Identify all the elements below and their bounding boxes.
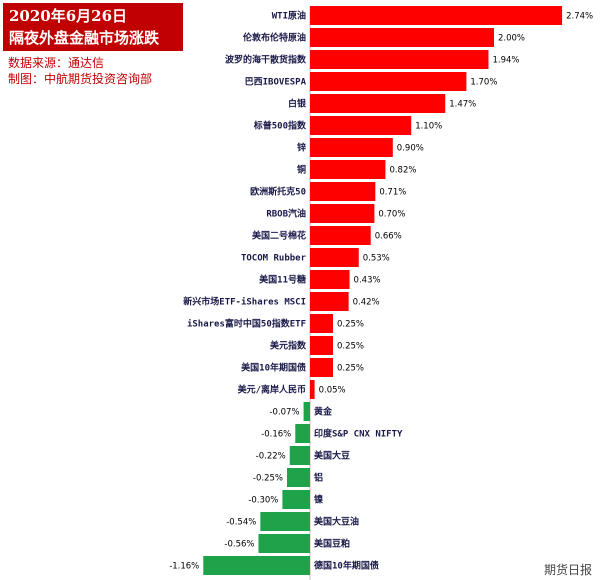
bar bbox=[295, 424, 310, 443]
category-label: 波罗的海干散货指数 bbox=[225, 54, 307, 66]
category-label: WTI原油 bbox=[272, 10, 306, 22]
category-label: TOCOM Rubber bbox=[241, 254, 307, 264]
bar bbox=[310, 182, 376, 201]
value-label: 1.94% bbox=[492, 56, 519, 66]
value-label: 0.53% bbox=[363, 254, 390, 264]
category-label: 铝 bbox=[314, 472, 323, 484]
value-label: 0.25% bbox=[337, 364, 364, 374]
value-label: 1.70% bbox=[470, 78, 497, 88]
category-label: 镍 bbox=[314, 494, 323, 506]
value-label: 0.25% bbox=[337, 320, 364, 330]
category-label: 白银 bbox=[288, 98, 307, 110]
value-label: -0.22% bbox=[256, 452, 286, 462]
category-label: 铜 bbox=[297, 164, 306, 176]
chart-title-box: 2020年6月26日 隔夜外盘金融市场涨跌 bbox=[3, 3, 183, 51]
value-label: 1.10% bbox=[415, 122, 442, 132]
category-label: 美元/离岸人民币 bbox=[238, 384, 306, 396]
category-label: 黄金 bbox=[314, 406, 333, 418]
value-label: -1.16% bbox=[169, 562, 199, 572]
bar bbox=[310, 336, 333, 355]
bar bbox=[310, 380, 315, 399]
value-label: -0.30% bbox=[248, 496, 278, 506]
value-label: -0.25% bbox=[253, 474, 283, 484]
bar bbox=[310, 138, 393, 157]
category-label: 伦敦布伦特原油 bbox=[243, 32, 306, 44]
category-label: 美元指数 bbox=[270, 340, 307, 352]
category-label: RBOB汽油 bbox=[266, 208, 306, 220]
bar bbox=[310, 116, 412, 135]
value-label: 0.90% bbox=[397, 144, 424, 154]
chart-title-date: 2020年6月26日 bbox=[9, 7, 128, 25]
bar bbox=[310, 204, 375, 223]
category-label: 美国11号糖 bbox=[259, 274, 306, 286]
category-label: 新兴市场ETF-iShares MSCI bbox=[183, 296, 306, 308]
bar bbox=[310, 358, 333, 377]
category-label: 标普500指数 bbox=[253, 120, 307, 132]
bar bbox=[260, 512, 310, 531]
category-label: 美国10年期国债 bbox=[241, 362, 306, 374]
value-label: -0.54% bbox=[226, 518, 256, 528]
bar bbox=[310, 226, 371, 245]
bar bbox=[310, 314, 333, 333]
value-label: 0.70% bbox=[378, 210, 405, 220]
bar bbox=[310, 28, 494, 47]
watermark-logo: 期货日报 bbox=[543, 563, 592, 577]
value-label: 0.82% bbox=[389, 166, 416, 176]
data-source-label: 数据来源：通达信 bbox=[8, 56, 105, 70]
category-label: 印度S&P CNX NIFTY bbox=[314, 428, 403, 440]
category-label: 美国二号棉花 bbox=[252, 230, 306, 242]
value-label: 0.05% bbox=[319, 386, 346, 396]
category-label: 美国大豆 bbox=[314, 450, 350, 462]
category-label: 巴西IBOVESPA bbox=[245, 77, 307, 88]
chart-title-main: 隔夜外盘金融市场涨跌 bbox=[9, 29, 160, 47]
category-label: 锌 bbox=[297, 142, 306, 154]
value-label: 0.42% bbox=[353, 298, 380, 308]
value-label: 1.47% bbox=[449, 100, 476, 110]
value-label: 2.00% bbox=[498, 34, 525, 44]
bar bbox=[203, 556, 310, 575]
category-label: 德国10年期国债 bbox=[314, 560, 379, 572]
bar bbox=[310, 292, 349, 311]
bar bbox=[310, 94, 446, 113]
category-label: iShares富时中国50指数ETF bbox=[187, 318, 306, 330]
bar bbox=[287, 468, 310, 487]
bar bbox=[310, 248, 359, 267]
bar bbox=[289, 446, 310, 465]
category-label: 美国大豆油 bbox=[314, 516, 359, 528]
category-label: 欧洲斯托克50 bbox=[250, 186, 306, 198]
value-label: -0.16% bbox=[261, 430, 291, 440]
bar bbox=[310, 270, 350, 289]
value-label: 0.66% bbox=[375, 232, 402, 242]
value-label: 0.71% bbox=[379, 188, 406, 198]
bar bbox=[310, 50, 489, 69]
bar bbox=[282, 490, 310, 509]
chart-maker-label: 制图：中航期货投资咨询部 bbox=[8, 72, 153, 86]
bar bbox=[258, 534, 310, 553]
value-label: 0.43% bbox=[354, 276, 381, 286]
bar bbox=[310, 6, 563, 25]
value-label: -0.07% bbox=[269, 408, 299, 418]
category-label: 美国豆粕 bbox=[314, 538, 350, 550]
bar bbox=[310, 160, 386, 179]
value-label: 0.25% bbox=[337, 342, 364, 352]
value-label: 2.74% bbox=[566, 12, 593, 22]
bar bbox=[303, 402, 310, 421]
value-label: -0.56% bbox=[224, 540, 254, 550]
bar bbox=[310, 72, 467, 91]
